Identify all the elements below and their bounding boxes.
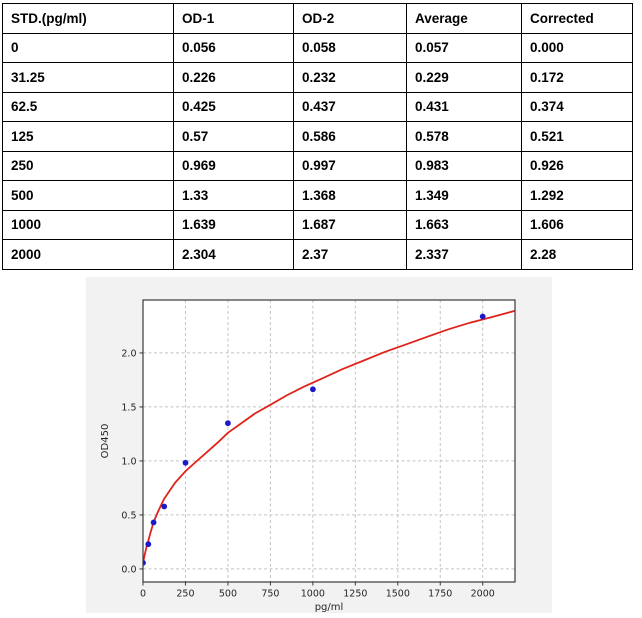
table-cell: 1.606 xyxy=(521,209,633,240)
x-tick-label: 250 xyxy=(176,589,194,600)
table-cell: 0.431 xyxy=(406,91,522,122)
table-cell: 0.578 xyxy=(406,121,522,152)
y-tick-label: 1.0 xyxy=(121,456,136,467)
table-cell: 1.292 xyxy=(521,180,633,211)
data-point xyxy=(150,519,157,526)
plot-area xyxy=(143,300,515,582)
table-cell: 1000 xyxy=(2,209,174,240)
table-row: 2000 2.304 2.37 2.337 2.28 xyxy=(2,239,633,270)
table-header-cell: OD-2 xyxy=(293,3,407,34)
table-row: 1000 1.639 1.687 1.663 1.606 xyxy=(2,209,633,240)
table-header: STD.(pg/ml) OD-1 OD-2 Average Corrected xyxy=(2,3,633,34)
table-cell: 500 xyxy=(2,180,174,211)
table-cell: 0.997 xyxy=(293,150,407,181)
x-axis-label: pg/ml xyxy=(315,602,344,613)
table-cell: 0 xyxy=(2,32,174,63)
x-tick-label: 2000 xyxy=(471,589,495,600)
table-cell: 0.374 xyxy=(521,91,633,122)
y-tick-label: 0.0 xyxy=(121,564,136,575)
standard-curve-figure: 0 250 500 750 1000 1250 1500 1750 2000 0.0 0.5 1.0 1… xyxy=(86,277,552,613)
x-tick-label: 1750 xyxy=(428,589,452,600)
table-cell: 0.172 xyxy=(521,62,633,93)
table-row: 125 0.57 0.586 0.578 0.521 xyxy=(2,121,633,152)
table-cell: 0.232 xyxy=(293,62,407,93)
table-cell: 1.687 xyxy=(293,209,407,240)
data-point xyxy=(161,503,168,510)
table-cell: 62.5 xyxy=(2,91,174,122)
y-tick-label: 2.0 xyxy=(121,348,136,359)
tick-labels: 0 250 500 750 1000 1250 1500 1750 2000 0.0 0.5 1.0 1… xyxy=(121,348,494,599)
table-cell: 0.425 xyxy=(173,91,294,122)
data-points xyxy=(143,313,486,566)
table-cell: 2.304 xyxy=(173,239,294,270)
data-point xyxy=(182,459,189,466)
table-body: 0 0.056 0.058 0.057 0.000 31.25 0.226 0.232 0.22… xyxy=(2,32,633,270)
table-cell: 0.57 xyxy=(173,121,294,152)
table-cell: 0.000 xyxy=(521,32,633,63)
table-row: 500 1.33 1.368 1.349 1.292 xyxy=(2,180,633,211)
table-row: 31.25 0.226 0.232 0.229 0.172 xyxy=(2,62,633,93)
x-tick-label: 1250 xyxy=(343,589,367,600)
y-tick-label: 0.5 xyxy=(121,510,136,521)
y-axis-label: OD450 xyxy=(100,424,111,459)
tick-marks xyxy=(139,352,484,586)
table-cell: 2000 xyxy=(2,239,174,270)
table-row: 62.5 0.425 0.437 0.431 0.374 xyxy=(2,91,633,122)
table-cell: 0.056 xyxy=(173,32,294,63)
table-cell: 250 xyxy=(2,150,174,181)
table-cell: 0.926 xyxy=(521,150,633,181)
table-cell: 1.368 xyxy=(293,180,407,211)
x-tick-label: 750 xyxy=(261,589,279,600)
standard-curve-plot: 0 250 500 750 1000 1250 1500 1750 2000 0.0 0.5 1.0 1… xyxy=(86,277,552,613)
x-tick-label: 1000 xyxy=(301,589,325,600)
table-cell: 125 xyxy=(2,121,174,152)
table-cell: 0.437 xyxy=(293,91,407,122)
table-cell: 1.639 xyxy=(173,209,294,240)
table-cell: 2.337 xyxy=(406,239,522,270)
axes-border xyxy=(142,299,516,583)
table-cell: 1.349 xyxy=(406,180,522,211)
table-cell: 0.521 xyxy=(521,121,633,152)
data-point xyxy=(479,313,486,320)
table-cell: 0.057 xyxy=(406,32,522,63)
table-cell: 0.983 xyxy=(406,150,522,181)
table-cell: 0.226 xyxy=(173,62,294,93)
table-cell: 0.058 xyxy=(293,32,407,63)
x-tick-label: 1500 xyxy=(386,589,410,600)
table-cell: 2.37 xyxy=(293,239,407,270)
gridlines xyxy=(143,300,515,582)
table-header-cell: Corrected xyxy=(521,3,633,34)
standards-table: STD.(pg/ml) OD-1 OD-2 Average Corrected 0 0.0… xyxy=(2,3,633,270)
data-point xyxy=(143,559,146,566)
table-row: 250 0.969 0.997 0.983 0.926 xyxy=(2,150,633,181)
table-cell: 0.229 xyxy=(406,62,522,93)
table-cell: 1.33 xyxy=(173,180,294,211)
y-tick-label: 1.5 xyxy=(121,402,136,413)
table-cell: 0.586 xyxy=(293,121,407,152)
data-point xyxy=(310,386,316,393)
table-header-row: STD.(pg/ml) OD-1 OD-2 Average Corrected xyxy=(2,3,633,34)
x-tick-label: 0 xyxy=(140,589,146,600)
table-cell: 1.663 xyxy=(406,209,522,240)
table-header-cell: OD-1 xyxy=(173,3,294,34)
table-header-cell: Average xyxy=(406,3,522,34)
data-point xyxy=(225,420,231,427)
data-point xyxy=(145,541,152,548)
table-row: 0 0.056 0.058 0.057 0.000 xyxy=(2,32,633,63)
table-cell: 31.25 xyxy=(2,62,174,93)
table-cell: 2.28 xyxy=(521,239,633,270)
x-tick-label: 500 xyxy=(219,589,237,600)
table-cell: 0.969 xyxy=(173,150,294,181)
table-header-cell: STD.(pg/ml) xyxy=(2,3,174,34)
